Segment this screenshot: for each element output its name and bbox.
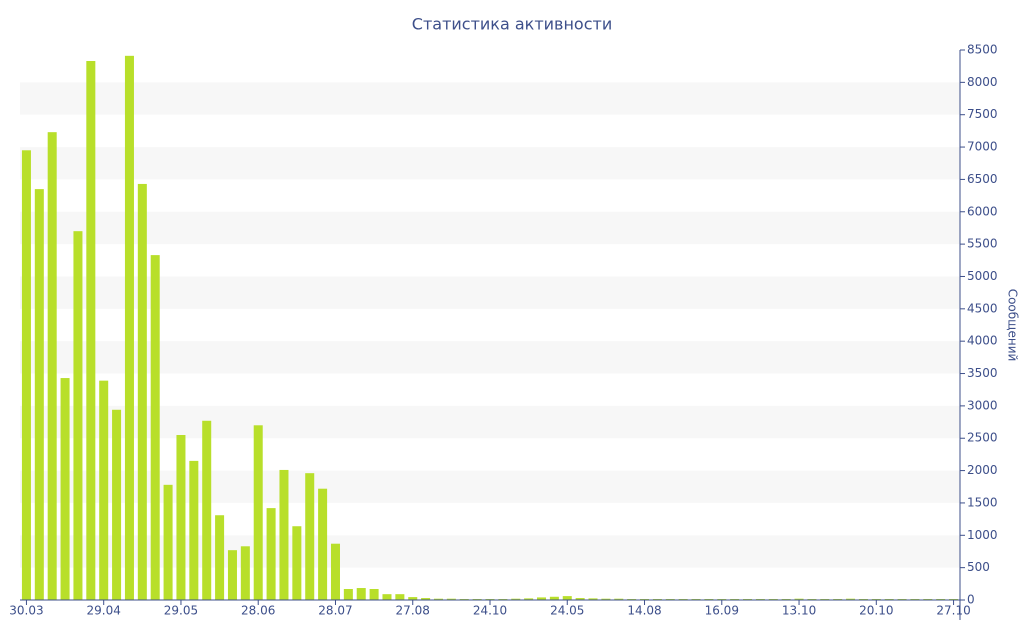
bar: [395, 594, 405, 600]
bar: [266, 508, 276, 600]
bar: [588, 598, 598, 600]
bar: [150, 255, 160, 600]
bar: [215, 515, 225, 600]
x-tick-label: 13.10: [782, 604, 816, 618]
bar: [99, 380, 109, 600]
y-tick-label: 3500: [967, 366, 998, 380]
y-tick-label: 8000: [967, 75, 998, 89]
bar: [163, 484, 173, 600]
x-tick-label: 27.08: [396, 604, 430, 618]
bar: [240, 546, 250, 600]
chart-title: Статистика активности: [412, 15, 612, 34]
bar: [176, 435, 186, 600]
y-tick-label: 1000: [967, 528, 998, 542]
y-tick-label: 8500: [967, 43, 998, 57]
bar: [794, 598, 804, 600]
y-tick-label: 4500: [967, 301, 998, 315]
y-tick-label: 7500: [967, 107, 998, 121]
y-tick-label: 0: [967, 593, 975, 607]
grid-band: [20, 211, 960, 245]
bar: [562, 596, 572, 600]
x-tick-label: 28.07: [318, 604, 352, 618]
bar: [369, 589, 379, 600]
y-tick-label: 2500: [967, 431, 998, 445]
bar: [446, 598, 456, 600]
bar: [202, 420, 212, 600]
y-tick-label: 2000: [967, 463, 998, 477]
y-tick-label: 6500: [967, 172, 998, 186]
bar: [524, 598, 534, 600]
bar: [34, 189, 44, 600]
bar: [343, 589, 353, 600]
grid-band: [20, 341, 960, 374]
grid-band: [20, 276, 960, 309]
bar: [408, 597, 418, 600]
x-tick-label: 28.06: [241, 604, 275, 618]
bar: [137, 183, 147, 601]
bar: [601, 598, 611, 600]
y-tick-label: 500: [967, 560, 990, 574]
bar: [279, 469, 289, 600]
bar: [189, 460, 199, 600]
grid-band: [20, 147, 960, 180]
bar: [124, 55, 134, 600]
grid-band: [20, 405, 960, 439]
y-tick-label: 3000: [967, 398, 998, 412]
bar: [305, 473, 315, 600]
bar: [382, 594, 392, 600]
bar: [330, 543, 340, 600]
y-tick-label: 7000: [967, 140, 998, 154]
x-tick-label: 24.10: [473, 604, 507, 618]
x-tick-label: 29.05: [164, 604, 198, 618]
bar: [227, 550, 237, 600]
y-tick-label: 6000: [967, 204, 998, 218]
bar: [318, 488, 328, 600]
bar: [575, 598, 585, 600]
y-axis-label: Сообщений: [1006, 289, 1020, 362]
x-tick-label: 29.04: [87, 604, 121, 618]
bar: [537, 597, 547, 600]
bar: [86, 61, 96, 600]
x-tick-label: 20.10: [859, 604, 893, 618]
bar: [433, 598, 443, 600]
bar: [511, 598, 521, 600]
bar: [112, 409, 122, 600]
y-tick-label: 4000: [967, 334, 998, 348]
x-tick-label: 16.09: [705, 604, 739, 618]
bar: [60, 378, 70, 600]
grid-band: [20, 535, 960, 568]
bar: [47, 132, 57, 601]
bar: [73, 231, 83, 601]
bar: [614, 598, 624, 600]
y-tick-label: 1500: [967, 495, 998, 509]
y-tick-label: 5500: [967, 237, 998, 251]
grid-band: [20, 470, 960, 503]
grid-band: [20, 82, 960, 115]
bar: [356, 588, 366, 600]
bar: [846, 598, 856, 600]
bar: [549, 596, 559, 600]
bar: [253, 425, 263, 600]
bar: [421, 598, 431, 600]
bar: [292, 526, 302, 600]
x-tick-label: 24.05: [550, 604, 584, 618]
x-tick-label: 27.10: [936, 604, 970, 618]
x-tick-label: 30.03: [9, 604, 43, 618]
y-tick-label: 5000: [967, 269, 998, 283]
bar: [21, 150, 31, 600]
x-tick-label: 14.08: [627, 604, 661, 618]
